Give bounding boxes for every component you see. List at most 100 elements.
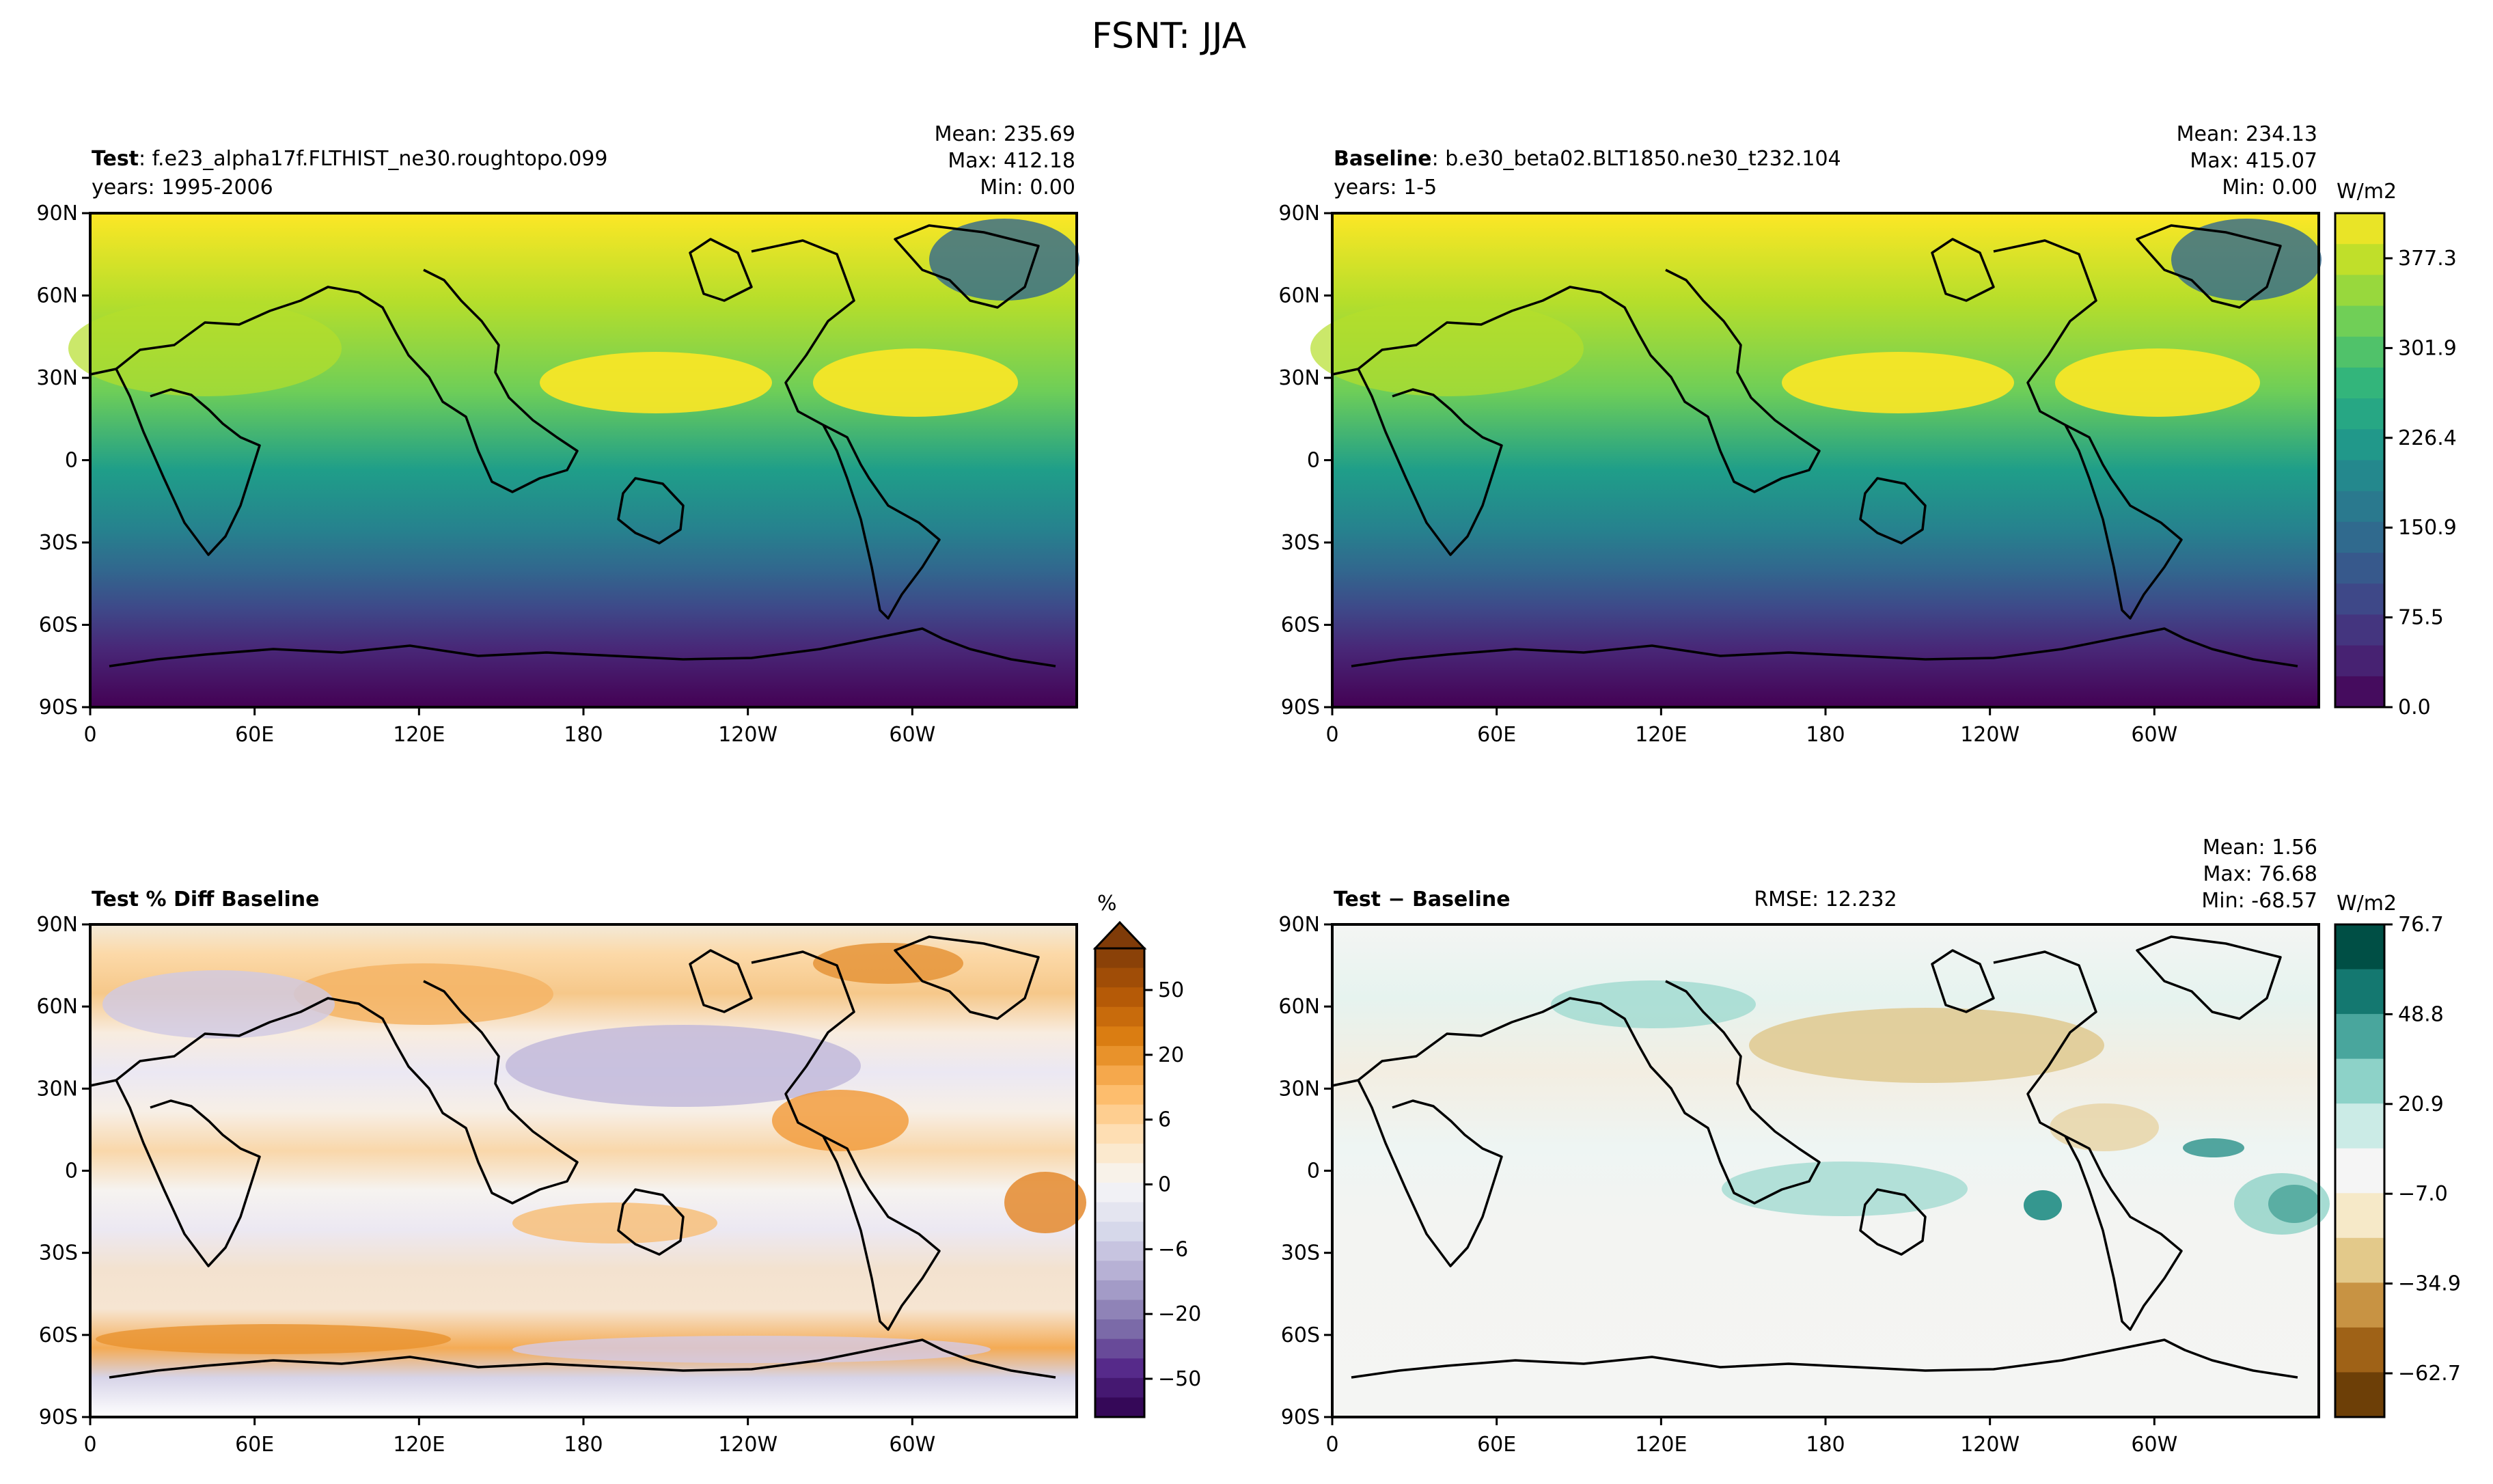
x-tick-label: 180 — [1806, 723, 1845, 747]
colorbar-band — [1095, 1397, 1144, 1418]
x-tick-label: 180 — [564, 1433, 603, 1457]
x-tick-label: 60W — [889, 1433, 935, 1457]
colorbar-band — [2335, 213, 2384, 245]
y-tick-label: 90S — [39, 696, 78, 719]
colorbar-band — [1095, 1300, 1144, 1320]
colorbar-fsnt: W/m2 377.3 301.9 226.4 150.9 75.5 0.0 — [2334, 180, 2457, 719]
colorbar-band — [2335, 275, 2384, 307]
x-tick-label: 120E — [1635, 723, 1687, 747]
contour-blob — [1551, 980, 1756, 1028]
y-ticks: 90N 60N 30N 0 30S 60S 90S — [36, 913, 90, 1429]
y-tick-label: 30N — [1278, 366, 1320, 390]
stat-mean: Mean: 1.56 — [2203, 836, 2317, 860]
contour-blob — [929, 219, 1079, 301]
x-tick-label: 60W — [889, 723, 935, 747]
colorbar-band — [2335, 969, 2384, 1015]
colorbar-band — [2335, 398, 2384, 430]
colorbar-tick-label: 0.0 — [2398, 696, 2431, 719]
coastlines — [1332, 224, 2298, 668]
y-tick-label: 30N — [36, 366, 78, 390]
panel-title-rest: : b.e30_beta02.BLT1850.ne30_t232.104 — [1432, 147, 1841, 171]
colorbar-ticks: 76.7 48.8 20.9 −7.0 −34.9 −62.7 — [2384, 913, 2461, 1386]
colorbar-tick-label: 20 — [1158, 1043, 1184, 1067]
contour-blob — [96, 1324, 451, 1354]
panel-title: Test − Baseline — [1334, 888, 1511, 911]
panel-subtitle: years: 1-5 — [1334, 176, 1437, 200]
contour-blob — [2024, 1190, 2062, 1220]
panel-title: Baseline: b.e30_beta02.BLT1850.ne30_t232… — [1334, 147, 1841, 171]
colorbar-band — [1095, 1143, 1144, 1164]
stat-mean: Mean: 234.13 — [2177, 122, 2317, 146]
panel-title-bold: Baseline — [1334, 147, 1432, 171]
contour-blob — [813, 943, 963, 984]
y-tick-label: 90S — [39, 1405, 78, 1429]
y-tick-label: 90N — [1278, 202, 1320, 225]
contour-blob — [2050, 1103, 2159, 1151]
panel-title: Test % Diff Baseline — [92, 888, 320, 911]
panel-diff: Test − Baseline RMSE: 12.232 Mean: 1.56 … — [1278, 836, 2461, 1457]
y-tick-label: 30S — [1281, 1241, 1320, 1265]
colorbar-band — [2335, 1058, 2384, 1104]
contour-blob — [1310, 301, 1584, 396]
contour-blob — [2055, 348, 2260, 417]
colorbar-band — [1095, 1026, 1144, 1047]
colorbar-extend-triangle — [1092, 920, 1147, 950]
coastlines — [89, 224, 1056, 668]
panel-title-bold: Test — [92, 147, 139, 171]
x-tick-label: 120E — [1635, 1433, 1687, 1457]
panel-subtitle: years: 1995-2006 — [92, 176, 273, 200]
panel-baseline: Baseline: b.e30_beta02.BLT1850.ne30_t232… — [1278, 122, 2457, 747]
colorbar-band — [2335, 1327, 2384, 1373]
x-tick-label: 180 — [564, 723, 603, 747]
contour-blob — [512, 1336, 991, 1363]
x-ticks: 0 60E 120E 180 120W 60W — [1325, 1417, 2177, 1457]
colorbar-label: % — [1097, 892, 1117, 916]
contour-blob — [68, 301, 342, 396]
colorbar-diff: W/m2 76.7 48.8 20.9 −7.0 −34.9 −62.7 — [2334, 892, 2461, 1418]
colorbar-band — [2335, 1282, 2384, 1328]
x-ticks: 0 60E 120E 180 120W 60W — [1325, 707, 2177, 747]
panel-title-rest: : f.e23_alpha17f.FLTHIST_ne30.roughtopo.… — [139, 147, 607, 171]
colorbar-band — [1095, 1202, 1144, 1222]
colorbar-band — [2335, 676, 2384, 708]
x-tick-label: 60E — [235, 723, 274, 747]
y-tick-label: 0 — [65, 449, 78, 473]
x-tick-label: 0 — [83, 723, 96, 747]
colorbar-band — [2335, 614, 2384, 646]
colorbar-band — [1095, 1045, 1144, 1067]
colorbar-ticks: 377.3 301.9 226.4 150.9 75.5 0.0 — [2384, 247, 2457, 719]
colorbar-band — [1095, 1338, 1144, 1359]
y-ticks: 90N 60N 30N 0 30S 60S 90S — [1278, 913, 1332, 1429]
colorbar-pctdiff: % 50 20 6 0 −6 −20 −50 — [1092, 892, 1201, 1418]
contour-blob — [540, 352, 772, 413]
contour-blob — [1004, 1172, 1086, 1233]
contour-blob — [772, 1090, 909, 1151]
colorbar-tick-label: 301.9 — [2398, 336, 2457, 360]
colorbar-label: W/m2 — [2337, 892, 2397, 916]
map-field — [1310, 213, 2322, 707]
colorbar-frame — [2334, 212, 2386, 709]
stat-mean: Mean: 235.69 — [935, 122, 1075, 146]
colorbar-bands — [1095, 948, 1144, 1418]
colorbar-band — [1095, 948, 1144, 969]
y-tick-label: 0 — [65, 1159, 78, 1183]
x-tick-label: 120E — [393, 723, 445, 747]
y-tick-label: 60S — [39, 1323, 78, 1347]
colorbar-band — [1095, 1006, 1144, 1027]
contour-blob — [2234, 1173, 2330, 1235]
colorbar-tick-label: −20 — [1158, 1302, 1201, 1326]
colorbar-band — [1095, 1183, 1144, 1203]
x-tick-label: 120W — [718, 723, 777, 747]
coastlines — [89, 935, 1056, 1379]
colorbar-band — [1095, 987, 1144, 1008]
map-field — [90, 924, 1086, 1417]
colorbar-tick-label: −6 — [1158, 1237, 1188, 1261]
colorbar-bands — [2335, 924, 2384, 1418]
contour-blob — [102, 970, 335, 1039]
x-tick-label: 120W — [1960, 1433, 2020, 1457]
colorbar-band — [2335, 367, 2384, 399]
stat-max: Max: 76.68 — [2203, 862, 2317, 886]
y-tick-label: 30N — [36, 1077, 78, 1101]
colorbar-band — [2335, 1103, 2384, 1149]
colorbar-band — [2335, 1372, 2384, 1418]
